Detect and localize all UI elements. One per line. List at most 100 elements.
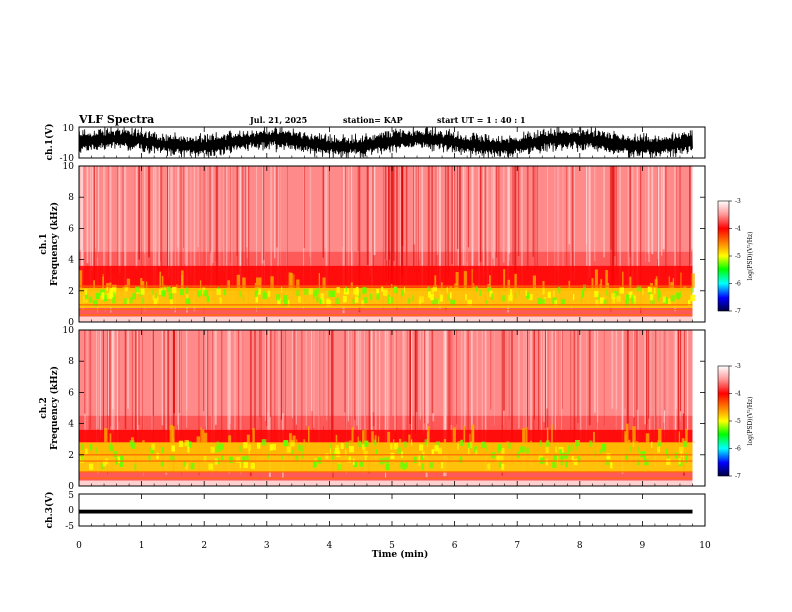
- spec2-spike: [469, 433, 471, 443]
- spec2-speckle: [170, 454, 175, 461]
- spec2-streak: [331, 330, 333, 442]
- spec1-spike: [318, 273, 320, 288]
- spec2-streak: [312, 330, 314, 440]
- spec2-speckle: [283, 440, 289, 447]
- spec2-streak: [107, 330, 108, 474]
- spec2-streak: [661, 330, 662, 468]
- spec2-spike: [246, 434, 250, 443]
- spec1-streak: [160, 166, 161, 262]
- spec1-ytick-label: 10: [63, 162, 75, 172]
- ch1-spectrogram-image: [79, 166, 696, 322]
- spec1-streak: [178, 166, 180, 291]
- spec1-streak: [620, 166, 621, 277]
- cb1-ticks-label: -4: [735, 226, 741, 233]
- spec2-speckle: [290, 440, 295, 447]
- spec1-speckle: [124, 285, 128, 292]
- spec2-streak: [624, 330, 626, 409]
- spec2-streak: [234, 330, 236, 444]
- figure-title: VLF Spectra: [78, 113, 154, 126]
- spec1-spike: [600, 279, 603, 288]
- spec1-speckle: [356, 285, 358, 292]
- spec1-spike: [594, 269, 598, 288]
- spec1-streak: [570, 166, 572, 286]
- spec1-speckle: [255, 296, 258, 303]
- spec1-streak: [322, 166, 324, 258]
- spec2-speckle: [636, 459, 641, 466]
- spec1-streak: [587, 166, 588, 272]
- spec1-streak: [547, 166, 548, 266]
- spec1-speckle: [467, 299, 472, 306]
- spec1-speckle: [185, 287, 189, 294]
- ch2-freq-axis-title-line2: Frequency (kHz): [49, 366, 60, 450]
- spec2-streak: [295, 330, 297, 425]
- ch3-ytick-mid: 0: [68, 506, 74, 516]
- spec2-spike: [626, 423, 629, 443]
- spec2-streak: [673, 330, 676, 467]
- spec1-speckle: [553, 290, 555, 297]
- spec1-streak: [96, 166, 99, 258]
- spec2-streak: [386, 330, 388, 461]
- spec1-spike: [532, 275, 536, 288]
- spec1-speckle: [625, 300, 629, 307]
- spec1-spike: [254, 282, 257, 288]
- spec2-streak: [579, 330, 582, 443]
- spec2-streak: [526, 330, 528, 440]
- spec2-speckle: [651, 441, 653, 448]
- spec2-speckle: [210, 446, 215, 453]
- spec2-speckle: [335, 444, 340, 451]
- spec1-spike: [471, 269, 473, 288]
- spec1-streak: [210, 166, 213, 305]
- spec2-streak: [215, 330, 217, 425]
- spec2-streak: [350, 330, 352, 426]
- spec1-speckle: [449, 292, 452, 299]
- spec1-speckle: [387, 294, 390, 301]
- spec1-speckle: [361, 299, 365, 307]
- spec2-speckle: [117, 456, 122, 463]
- spec2-streak: [152, 330, 154, 454]
- spec2-streak: [388, 330, 390, 443]
- spec2-speckle: [286, 446, 292, 453]
- spec2-speckle: [682, 454, 685, 461]
- spec1-speckle: [427, 285, 431, 292]
- spec2-streak: [611, 330, 614, 409]
- spec1-streak: [587, 166, 589, 304]
- spec2-streak: [113, 330, 115, 468]
- spec2-streak: [557, 330, 559, 416]
- spec2-streak: [305, 330, 307, 426]
- spec1-spike: [79, 270, 83, 288]
- spec2-speckle: [349, 446, 354, 453]
- spec1-streak: [384, 166, 387, 260]
- spec2-streak: [136, 330, 139, 432]
- colorbar-ch1-gradient: [717, 200, 730, 312]
- spec2-ytick-label: 0: [68, 482, 74, 492]
- spec1-speckle: [352, 299, 355, 306]
- spec2-speckle: [257, 442, 261, 449]
- spec2-streak: [543, 330, 545, 422]
- spec1-streak: [347, 166, 350, 306]
- spec1-streak: [232, 166, 234, 267]
- spec1-speckle: [465, 294, 467, 301]
- spec2-streak: [456, 330, 457, 425]
- spec1-streak: [675, 166, 678, 269]
- spec2-streak: [635, 330, 638, 436]
- spec2-speckle: [393, 443, 399, 450]
- spec2-streak: [401, 330, 403, 458]
- spec2-spike: [387, 431, 391, 443]
- spec2-streak: [264, 330, 266, 421]
- spec1-streak: [303, 166, 305, 249]
- spec1-streak: [161, 166, 163, 287]
- spec1-speckle: [542, 288, 545, 295]
- ch1-freq-axis-title-line2: Frequency (kHz): [49, 202, 60, 286]
- spec1-streak: [276, 166, 278, 248]
- spec1-streak: [219, 166, 221, 274]
- spec1-streak: [170, 166, 172, 270]
- spec2-speckle: [539, 440, 542, 447]
- spec1-low-strip: [79, 316, 693, 322]
- spec1-streak: [239, 166, 242, 289]
- spec2-speckle: [589, 440, 593, 447]
- spec1-tone: [79, 304, 693, 306]
- spec1-speckle: [153, 298, 158, 305]
- spec2-speckle: [217, 445, 222, 452]
- spec1-streak: [657, 166, 659, 259]
- spec1-streak: [627, 166, 629, 295]
